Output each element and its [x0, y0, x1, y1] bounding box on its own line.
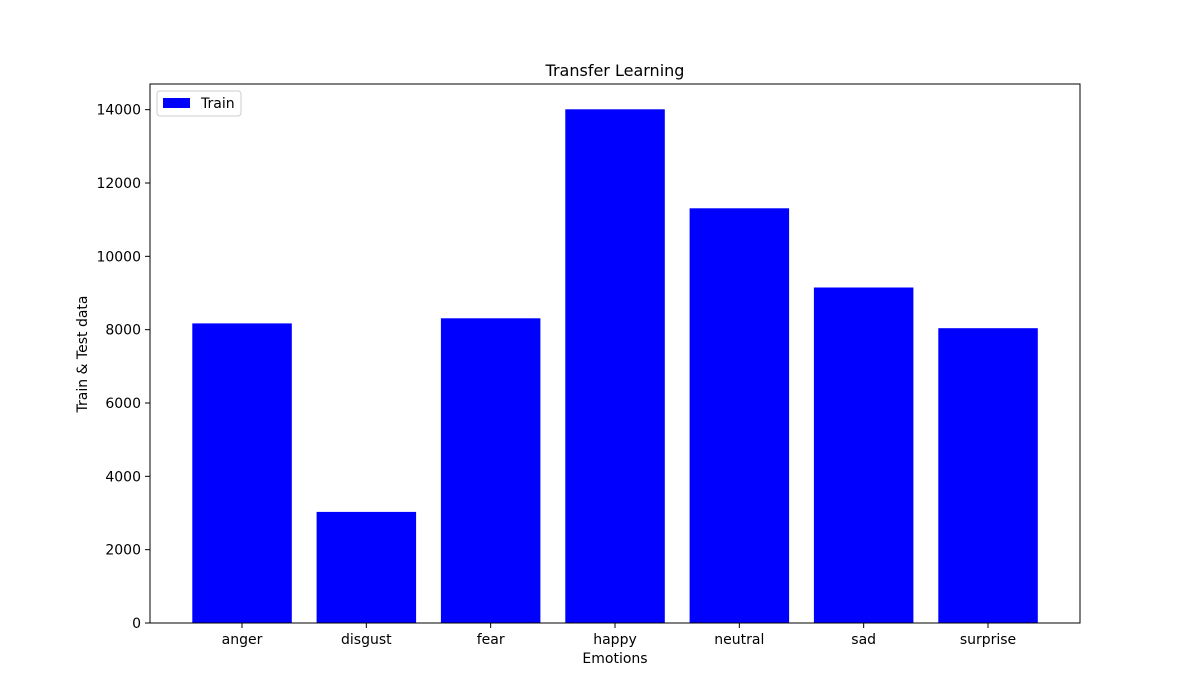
- bar-happy: [565, 109, 665, 624]
- y-tick-label: 12000: [96, 176, 141, 192]
- y-tick-label: 6000: [105, 396, 141, 412]
- x-tick-label-surprise: surprise: [960, 632, 1016, 648]
- y-axis: 0 2000 4000 6000 8000 10000 12000 14000: [96, 103, 150, 632]
- x-axis: anger disgust fear happy neutral sad surprise: [222, 623, 1016, 648]
- legend: Train: [156, 90, 242, 117]
- x-tick-label-anger: anger: [222, 632, 263, 648]
- x-tick-label-neutral: neutral: [714, 632, 764, 648]
- y-tick-label: 10000: [96, 249, 141, 265]
- legend-swatch-train: [163, 98, 190, 108]
- legend-label-train: Train: [200, 96, 235, 112]
- bar-neutral: [689, 208, 790, 624]
- chart-title: Transfer Learning: [545, 61, 685, 80]
- x-tick-label-fear: fear: [477, 632, 505, 648]
- y-axis-label: Train & Test data: [75, 296, 91, 414]
- bar-sad: [813, 287, 914, 623]
- bar-fear: [440, 318, 541, 623]
- bar-anger: [192, 323, 292, 623]
- bar-disgust: [316, 511, 417, 623]
- x-tick-label-sad: sad: [851, 632, 876, 648]
- y-tick-label: 0: [132, 616, 141, 632]
- y-tick-label: 14000: [96, 103, 141, 119]
- x-axis-label: Emotions: [582, 651, 647, 667]
- legend-box: [156, 90, 242, 117]
- x-tick-label-happy: happy: [593, 632, 637, 648]
- y-tick-label: 8000: [105, 323, 141, 339]
- y-tick-label: 2000: [105, 543, 141, 559]
- x-tick-label-disgust: disgust: [341, 632, 392, 648]
- y-tick-label: 4000: [105, 469, 141, 485]
- bar-surprise: [938, 328, 1038, 623]
- bars-layer: [192, 109, 1038, 624]
